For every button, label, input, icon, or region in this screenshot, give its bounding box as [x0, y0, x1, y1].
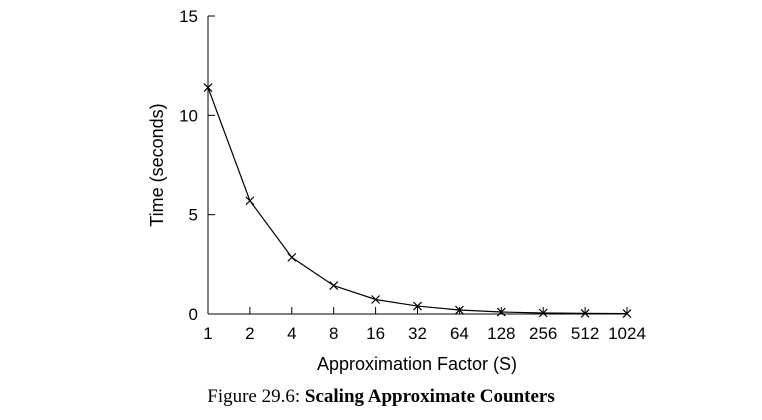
data-point-marker: [580, 308, 590, 318]
data-point-marker: [371, 295, 381, 304]
data-point-marker: [287, 252, 297, 262]
data-point-marker: [329, 281, 339, 291]
x-tick-label: 512: [571, 324, 599, 343]
data-point-marker: [538, 308, 548, 318]
x-ticks: 1 2 4 8 16 32 64 128 256 512 1024: [203, 307, 646, 343]
series: [203, 83, 632, 319]
x-tick-label: 1024: [608, 324, 646, 343]
y-tick-label: 10: [179, 106, 198, 125]
data-point-marker: [496, 307, 506, 317]
x-tick-label: 256: [529, 324, 557, 343]
data-point-marker: [622, 309, 632, 319]
caption-prefix: Figure 29.6:: [207, 386, 305, 407]
y-axis-label: Time (seconds): [147, 103, 167, 226]
chart: 0 5 10 15 1 2 4 8 16 32 64 128 256 512 1024 Approxima…: [147, 7, 646, 374]
y-tick-label: 5: [189, 206, 198, 225]
data-point-marker: [245, 196, 255, 206]
x-tick-label: 128: [487, 324, 515, 343]
caption-title: Scaling Approximate Counters: [304, 386, 555, 407]
x-tick-label: 16: [366, 324, 385, 343]
figure-caption: Figure 29.6: Scaling Approximate Counter…: [0, 386, 762, 408]
x-tick-label: 64: [450, 324, 469, 343]
x-tick-label: 4: [287, 324, 296, 343]
data-point-marker: [203, 83, 213, 92]
data-point-marker: [454, 305, 464, 315]
x-tick-label: 32: [408, 324, 427, 343]
axes: [207, 16, 627, 315]
x-tick-label: 2: [245, 324, 254, 343]
x-tick-label: 8: [329, 324, 338, 343]
y-tick-label: 15: [179, 7, 198, 26]
x-axis-label: Approximation Factor (S): [317, 354, 517, 374]
data-point-marker: [413, 301, 422, 311]
y-ticks: 0 5 10 15: [179, 7, 215, 324]
y-tick-label: 0: [189, 305, 198, 324]
x-tick-label: 1: [203, 324, 212, 343]
series-line: [207, 87, 628, 315]
